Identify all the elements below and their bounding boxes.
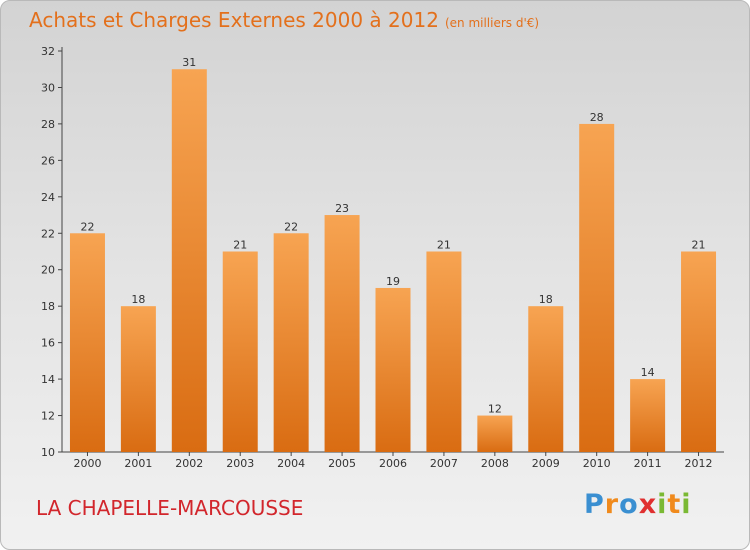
bar-2008 bbox=[477, 415, 513, 452]
logo-letter: o bbox=[619, 489, 639, 520]
value-label-2008: 12 bbox=[488, 403, 502, 416]
x-tick-label-2002: 2002 bbox=[175, 457, 203, 470]
bar-2011 bbox=[630, 379, 666, 452]
bar-2009 bbox=[528, 306, 564, 452]
x-axis: 2000 2001 2002 2003 2004 2005 2006 2007 2008 2009… bbox=[62, 451, 724, 470]
x-tick-label-2001: 2001 bbox=[124, 457, 152, 470]
chart-title: Achats et Charges Externes 2000 à 2012 (e… bbox=[29, 8, 539, 32]
y-tick-label: 24 bbox=[41, 191, 55, 204]
value-label-2001: 18 bbox=[131, 293, 145, 306]
y-tick-label: 28 bbox=[41, 118, 55, 131]
y-tick-label: 10 bbox=[41, 446, 55, 459]
bar-2007 bbox=[426, 251, 462, 452]
x-tick-label-2005: 2005 bbox=[328, 457, 356, 470]
value-label-2005: 23 bbox=[335, 202, 349, 215]
y-tick-label: 18 bbox=[41, 300, 55, 313]
logo-letter: t bbox=[667, 489, 682, 520]
value-label-2010: 28 bbox=[590, 111, 604, 124]
y-tick-label: 22 bbox=[41, 227, 55, 240]
bar-2004 bbox=[273, 233, 309, 452]
y-tick-label: 14 bbox=[41, 373, 55, 386]
x-tick-label-2008: 2008 bbox=[481, 457, 509, 470]
x-tick-label-2003: 2003 bbox=[226, 457, 254, 470]
value-label-2000: 22 bbox=[80, 220, 94, 233]
x-tick-label-2012: 2012 bbox=[685, 457, 713, 470]
chart-title-text: Achats et Charges Externes 2000 à 2012 bbox=[29, 8, 439, 32]
value-labels: 22 18 31 21 22 23 19 21 12 18 28 14 21 bbox=[80, 56, 705, 415]
y-tick-label: 20 bbox=[41, 264, 55, 277]
x-tick-label-2009: 2009 bbox=[532, 457, 560, 470]
logo-letter: r bbox=[604, 489, 620, 520]
bar-2002 bbox=[171, 69, 207, 453]
y-axis: 10 12 14 16 18 20 22 24 26 28 30 32 bbox=[41, 45, 63, 459]
logo-letter: i bbox=[681, 489, 692, 520]
x-tick-label-2000: 2000 bbox=[73, 457, 101, 470]
value-label-2011: 14 bbox=[641, 366, 655, 379]
logo-letter: i bbox=[657, 489, 668, 520]
proxiti-logo: Proxiti bbox=[584, 489, 692, 520]
y-tick-label: 16 bbox=[41, 337, 55, 350]
x-tick-label-2004: 2004 bbox=[277, 457, 305, 470]
bar-series bbox=[69, 69, 717, 453]
logo-letter: x bbox=[638, 489, 658, 520]
value-label-2002: 31 bbox=[182, 56, 196, 69]
value-label-2012: 21 bbox=[692, 239, 706, 252]
value-label-2004: 22 bbox=[284, 220, 298, 233]
value-label-2009: 18 bbox=[539, 293, 553, 306]
x-tick-label-2006: 2006 bbox=[379, 457, 407, 470]
bar-2010 bbox=[579, 123, 615, 452]
logo-letter: P bbox=[584, 489, 605, 520]
value-label-2006: 19 bbox=[386, 275, 400, 288]
y-tick-label: 30 bbox=[41, 81, 55, 94]
city-name: LA CHAPELLE-MARCOUSSE bbox=[36, 496, 304, 520]
bar-2003 bbox=[222, 251, 258, 452]
x-tick-label-2010: 2010 bbox=[583, 457, 611, 470]
bar-2000 bbox=[69, 233, 105, 452]
y-tick-label: 32 bbox=[41, 45, 55, 58]
value-label-2003: 21 bbox=[233, 239, 247, 252]
y-tick-label: 12 bbox=[41, 410, 55, 423]
x-tick-label-2011: 2011 bbox=[634, 457, 662, 470]
value-label-2007: 21 bbox=[437, 239, 451, 252]
chart-unit: (en milliers d'€) bbox=[444, 16, 540, 30]
bar-2001 bbox=[120, 306, 156, 452]
x-tick-label-2007: 2007 bbox=[430, 457, 458, 470]
y-tick-label: 26 bbox=[41, 154, 55, 167]
bar-2006 bbox=[375, 287, 411, 452]
bar-2005 bbox=[324, 215, 360, 452]
bar-2012 bbox=[681, 251, 717, 452]
